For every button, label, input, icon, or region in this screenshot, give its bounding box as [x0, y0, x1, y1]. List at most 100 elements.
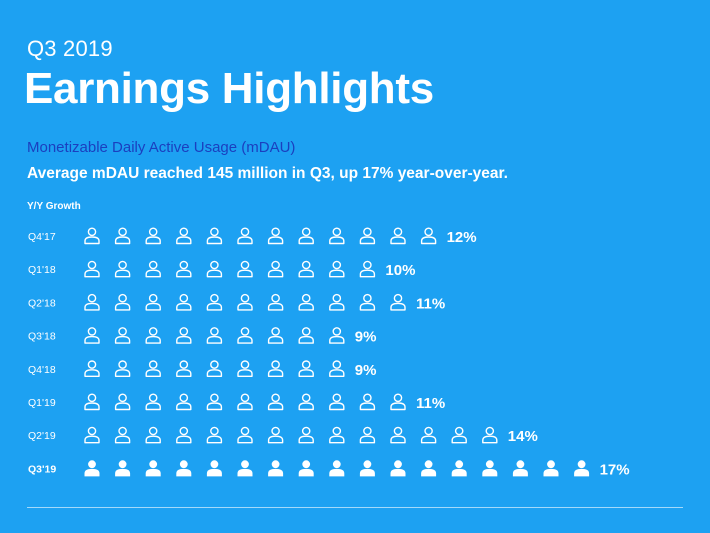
- category-label: Q3'18: [28, 331, 56, 343]
- person-icon: [298, 227, 314, 245]
- person-icon: [267, 426, 284, 444]
- person-icon: [237, 426, 253, 444]
- person-icon: [237, 327, 253, 344]
- person-icon: [359, 393, 376, 411]
- person-icon: [114, 293, 131, 311]
- chart-row-q219: Q2'19 14%: [28, 426, 538, 445]
- person-icon: [176, 327, 192, 344]
- chart-row-q118: Q1'18 10%: [28, 260, 415, 279]
- chart-title: Y/Y Growth: [27, 201, 81, 212]
- person-icon: [84, 227, 100, 245]
- slide-title: Earnings Highlights: [24, 64, 434, 113]
- value-label: 11%: [416, 295, 445, 312]
- chart-row-q318: Q3'18 9%: [28, 327, 377, 346]
- person-icon: [329, 426, 345, 444]
- value-label: 9%: [355, 329, 377, 346]
- value-label: 12%: [447, 229, 477, 246]
- person-icon: [84, 293, 100, 311]
- person-icon: [237, 393, 253, 411]
- person-icon: [176, 393, 192, 411]
- person-icon: [329, 460, 345, 477]
- person-icon: [298, 393, 314, 411]
- category-label: Q2'18: [28, 297, 56, 309]
- footer-divider: [27, 507, 683, 508]
- person-icon: [267, 360, 284, 377]
- category-label: Q4'17: [28, 231, 56, 243]
- slide-eyebrow: Q3 2019: [27, 36, 113, 61]
- person-icon: [359, 460, 375, 477]
- person-icon: [267, 227, 284, 245]
- person-icon: [176, 260, 192, 278]
- person-icon: [114, 227, 131, 245]
- person-icon: [206, 393, 223, 411]
- person-icon: [359, 227, 376, 245]
- person-icon: [115, 460, 131, 477]
- person-icon: [390, 227, 406, 245]
- person-icon: [267, 393, 284, 411]
- person-icon: [267, 293, 284, 311]
- person-icon: [84, 327, 100, 344]
- person-icon: [176, 227, 192, 245]
- chart-row-q417: Q4'17 12%: [28, 227, 477, 246]
- chart-row-q418: Q4'18 9%: [28, 360, 377, 379]
- value-label: 10%: [385, 262, 415, 279]
- category-label: Q2'19: [28, 430, 56, 442]
- category-label: Q1'19: [28, 397, 56, 409]
- person-icon: [114, 360, 131, 377]
- person-icon: [206, 460, 222, 477]
- category-label: Q4'18: [28, 364, 56, 376]
- person-icon: [206, 360, 223, 377]
- slide-subtitle: Monetizable Daily Active Usage (mDAU): [27, 139, 296, 156]
- person-icon: [267, 260, 284, 278]
- person-icon: [145, 293, 161, 311]
- person-icon: [237, 460, 253, 477]
- person-icon: [84, 360, 100, 377]
- person-icon: [176, 460, 192, 477]
- value-label: 11%: [416, 395, 445, 412]
- person-icon: [329, 227, 345, 245]
- person-icon: [512, 460, 528, 477]
- person-icon: [145, 460, 161, 477]
- person-icon: [390, 293, 406, 311]
- person-icon: [298, 293, 314, 311]
- person-icon: [390, 460, 406, 477]
- person-icon: [298, 360, 314, 377]
- person-icon: [451, 426, 467, 444]
- person-icon: [145, 426, 161, 444]
- person-icon: [114, 260, 131, 278]
- person-icon: [390, 426, 406, 444]
- person-icon: [298, 260, 314, 278]
- person-icon: [176, 426, 192, 444]
- person-icon: [114, 393, 131, 411]
- person-icon: [268, 460, 284, 477]
- person-icon: [329, 360, 345, 377]
- person-icon: [359, 293, 376, 311]
- person-icon: [298, 426, 314, 444]
- category-label: Q1'18: [28, 264, 56, 276]
- chart-row-q218: Q2'18 11%: [28, 293, 445, 312]
- person-icon: [145, 260, 161, 278]
- person-icon: [237, 260, 253, 278]
- person-icon: [84, 460, 100, 477]
- person-icon: [329, 393, 345, 411]
- category-label: Q3'19: [28, 463, 56, 475]
- value-label: 17%: [600, 461, 630, 478]
- person-icon: [298, 460, 314, 477]
- person-icon: [145, 360, 161, 377]
- person-icon: [114, 327, 131, 344]
- person-icon: [114, 426, 131, 444]
- person-icon: [176, 360, 192, 377]
- person-icon: [84, 260, 100, 278]
- person-icon: [206, 426, 223, 444]
- value-label: 9%: [355, 362, 377, 379]
- person-icon: [329, 327, 345, 344]
- person-icon: [482, 426, 498, 444]
- person-icon: [237, 227, 253, 245]
- person-icon: [206, 227, 223, 245]
- person-icon: [237, 360, 253, 377]
- person-icon: [267, 327, 284, 344]
- person-icon: [451, 460, 467, 477]
- chart-row-q119: Q1'19 11%: [28, 393, 445, 412]
- person-icon: [574, 460, 590, 477]
